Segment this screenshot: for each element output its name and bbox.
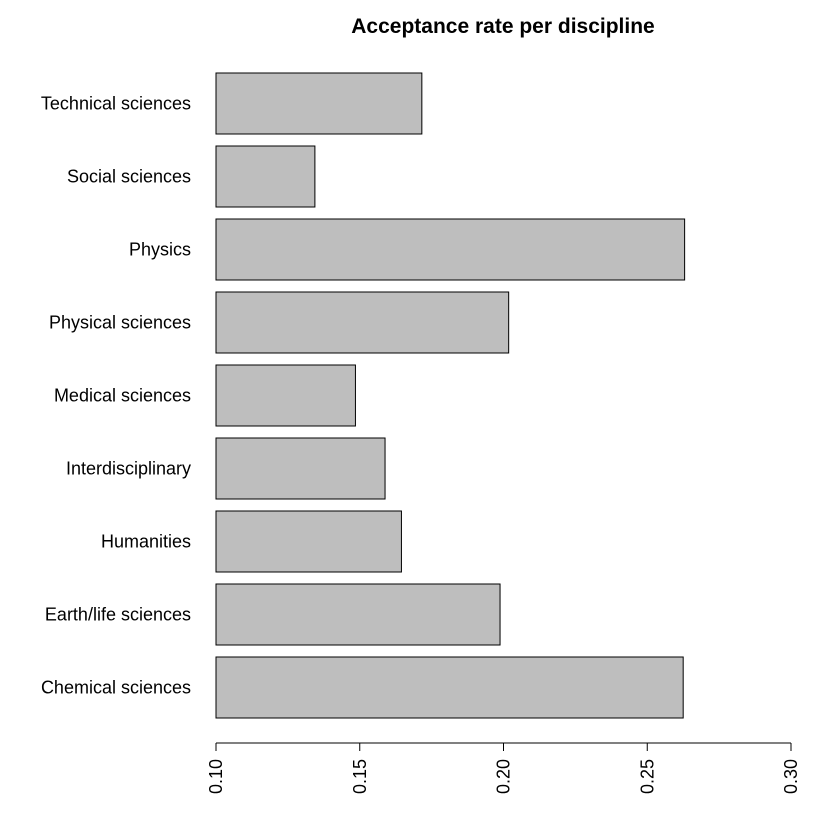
bar-earth-life-sciences [215,583,501,646]
category-label: Technical sciences [41,94,191,114]
x-axis: 0.10 0.15 0.20 0.25 0.30 [206,742,801,794]
category-label: Social sciences [67,167,191,187]
bar-interdisciplinary [215,437,386,500]
category-label: Earth/life sciences [45,605,191,625]
bar-chemical-sciences [215,656,684,719]
category-label: Interdisciplinary [66,459,191,479]
x-tick-label: 0.15 [350,759,370,794]
bar-social-sciences [215,145,316,208]
x-tick-label: 0.25 [637,759,657,794]
bar-physics [215,218,686,281]
bar-technical-sciences [215,72,423,135]
bar-medical-sciences [215,364,356,427]
category-label: Chemical sciences [41,678,191,698]
category-label: Physics [129,240,191,260]
category-label: Humanities [101,532,191,552]
category-label: Physical sciences [49,313,191,333]
category-labels: Chemical sciences Earth/life sciences Huma… [41,94,191,698]
bar-physical-sciences [215,291,510,354]
category-label: Medical sciences [54,386,191,406]
x-tick-label: 0.30 [781,759,801,794]
chart-title: Acceptance rate per discipline [351,15,654,38]
bar-humanities [215,510,402,573]
x-tick-label: 0.10 [206,759,226,794]
bars-group [215,72,686,719]
x-tick-label: 0.20 [494,759,514,794]
